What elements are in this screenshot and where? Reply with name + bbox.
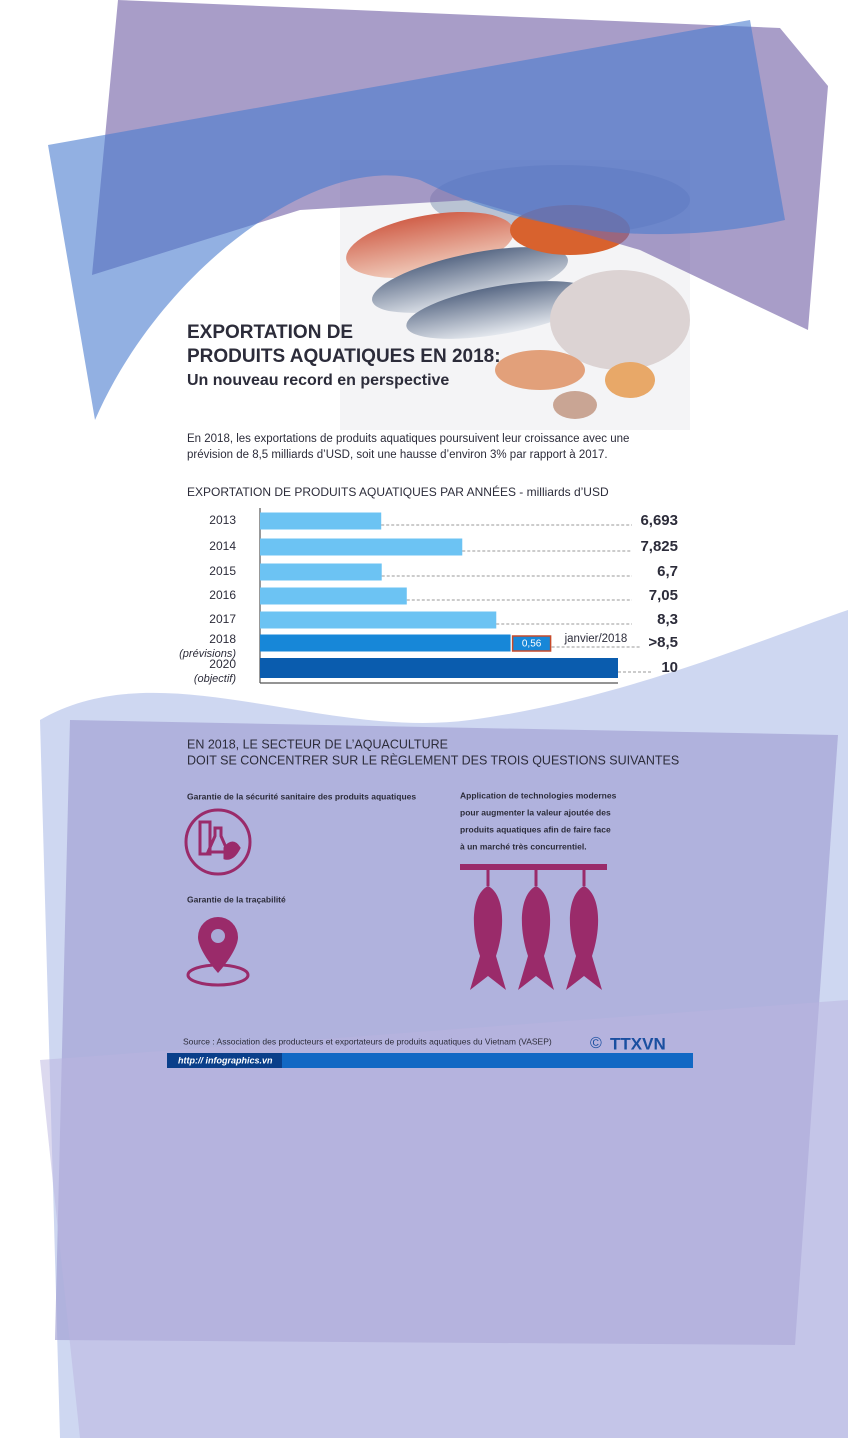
footer-bar [167, 1053, 693, 1068]
annotation-text: janvier/2018 [564, 633, 628, 645]
item-label: Application de technologies modernes [460, 790, 617, 800]
category-note: (prévisions) [179, 648, 236, 660]
y-tick-label: 2013 [209, 513, 236, 527]
decor-shape [48, 20, 785, 420]
item-label: pour augmenter la valeur ajoutée des [460, 807, 611, 817]
bar [260, 658, 618, 678]
source: Source : Association des producteurs et … [183, 1036, 552, 1046]
subtitle: Un nouveau record en perspective [187, 372, 449, 389]
section-title: EN 2018, LE SECTEUR DE L’AQUACULTURE [187, 737, 448, 751]
bar [260, 563, 382, 581]
value-label: >8,5 [648, 634, 678, 651]
section-title: DOIT SE CONCENTRER SUR LE RÈGLEMENT DES … [187, 752, 679, 767]
y-tick-label: 2017 [209, 612, 236, 626]
bar [260, 587, 407, 605]
title: EXPORTATION DE [187, 322, 353, 343]
y-tick-label: 2015 [209, 564, 236, 578]
value-label: 6,693 [640, 512, 678, 529]
safety-icon [184, 808, 252, 876]
bar [260, 611, 497, 629]
logo: TTXVN [610, 1034, 666, 1053]
bar [260, 512, 382, 530]
value-label: 8,3 [657, 611, 678, 628]
chart-title: EXPORTATION DE PRODUITS AQUATIQUES PAR A… [187, 484, 609, 499]
intro: prévision de 8,5 milliards d’USD, soit u… [187, 449, 608, 461]
bar-chart: 2013 6,693 2014 7,825 2015 6,7 2016 7,05 2017 8,3… [179, 508, 678, 685]
item-label: produits aquatiques afin de faire face [460, 824, 611, 834]
decor-shape [40, 1000, 848, 1438]
value-label: 6,7 [657, 563, 678, 580]
category-note: (objectif) [194, 673, 237, 685]
annotation-box [511, 635, 552, 652]
title: PRODUITS AQUATIQUES EN 2018: [187, 346, 501, 367]
fish-icon [460, 864, 607, 992]
url: http:// infographics.vn [178, 1055, 273, 1065]
y-tick-label: 2018 [209, 632, 236, 646]
y-tick-label: 2020 [209, 657, 236, 671]
value-label: 10 [661, 659, 678, 676]
bar [260, 538, 463, 556]
copyright: © [590, 1035, 602, 1052]
y-tick-label: 2016 [209, 588, 236, 602]
item-label: Garantie de la sécurité sanitaire des pr… [187, 791, 416, 801]
annotation-box-label: 0,56 [522, 639, 542, 650]
y-tick-label: 2014 [209, 539, 236, 553]
value-label: 7,05 [649, 587, 678, 604]
value-label: 7,825 [640, 538, 678, 555]
item-label: Garantie de la traçabilité [187, 894, 286, 904]
location-icon [186, 917, 250, 987]
footer-bar [167, 1053, 282, 1068]
bar [260, 634, 511, 652]
item-label: à un marché très concurrentiel. [460, 841, 587, 851]
intro: En 2018, les exportations de produits aq… [187, 433, 629, 445]
